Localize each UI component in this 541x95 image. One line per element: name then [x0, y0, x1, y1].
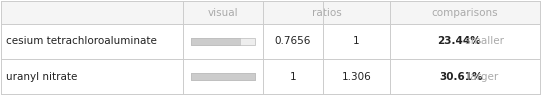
- Bar: [1, 24, 540, 59]
- Text: 0.7656: 0.7656: [275, 36, 311, 46]
- Text: visual: visual: [208, 8, 239, 17]
- Bar: [191, 73, 255, 80]
- Text: 1: 1: [353, 36, 360, 46]
- Text: smaller: smaller: [463, 36, 504, 46]
- Text: ratios: ratios: [312, 8, 341, 17]
- Bar: [1, 59, 540, 94]
- Text: 30.61%: 30.61%: [439, 72, 483, 82]
- Text: 1: 1: [289, 72, 296, 82]
- Text: larger: larger: [464, 72, 499, 82]
- Text: 1.306: 1.306: [341, 72, 371, 82]
- Text: uranyl nitrate: uranyl nitrate: [6, 72, 77, 82]
- Bar: [191, 38, 255, 45]
- Bar: [191, 73, 255, 80]
- Bar: [191, 73, 255, 80]
- Text: 23.44%: 23.44%: [437, 36, 481, 46]
- Text: comparisons: comparisons: [432, 8, 498, 17]
- Bar: [1, 1, 540, 24]
- Text: cesium tetrachloroaluminate: cesium tetrachloroaluminate: [6, 36, 157, 46]
- Bar: [191, 38, 240, 45]
- Bar: [191, 38, 240, 45]
